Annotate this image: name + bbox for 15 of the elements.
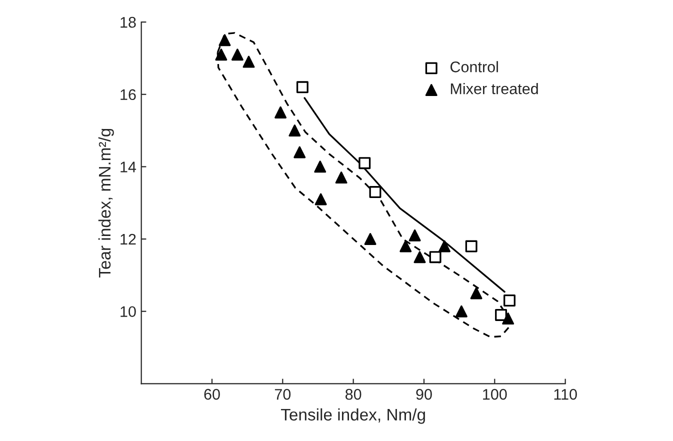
legend-label: Mixer treated [450, 82, 538, 94]
x-tick-label: 90 [416, 388, 432, 400]
y-tick-label: 16 [120, 89, 136, 100]
x-tick-label: 80 [345, 388, 362, 400]
y-tick-label: 18 [120, 16, 136, 28]
x-tick-label: 60 [204, 388, 220, 400]
y-tick-label: 10 [120, 306, 136, 318]
x-tick-label: 100 [483, 388, 507, 400]
x-tick-label: 110 [554, 388, 577, 400]
x-axis-title: Tensile index, Nm/g [280, 408, 425, 424]
legend-label: Control [450, 61, 498, 72]
y-tick-label: 12 [120, 234, 136, 245]
x-tick-label: 70 [274, 388, 291, 400]
y-axis-title: Tear index, mN.m²/g [98, 128, 114, 278]
y-tick-label: 14 [120, 162, 136, 172]
